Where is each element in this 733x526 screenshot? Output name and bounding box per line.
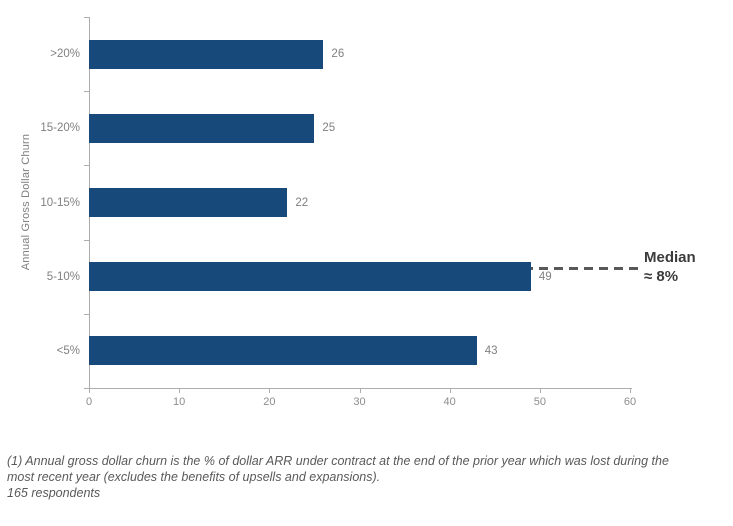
value-label: 26 [331, 48, 345, 61]
x-axis-tick-label: 60 [623, 396, 637, 408]
x-axis-tick [449, 388, 451, 393]
category-label: 5-10% [46, 270, 80, 283]
category-label: <5% [56, 344, 80, 357]
x-axis-tick-label: 50 [533, 396, 546, 408]
bar-5-10% [89, 262, 531, 292]
footnote-line-2: most recent year (excludes the benefits … [7, 470, 381, 484]
median-annotation: Median ≈ 8% [644, 248, 696, 286]
x-axis-line [89, 388, 632, 389]
category-label: 15-20% [40, 122, 80, 135]
value-label: 25 [322, 122, 336, 135]
x-axis-tick [269, 388, 271, 393]
x-axis-tick-label: 30 [353, 396, 366, 408]
footnote-line-3: 165 respondents [7, 486, 101, 500]
y-axis-tick [84, 91, 89, 93]
category-label: >20% [50, 48, 80, 61]
y-axis-tick [84, 313, 89, 315]
y-axis-tick [84, 388, 89, 389]
x-axis-tick-label: 20 [263, 396, 276, 408]
bar->20% [89, 39, 324, 69]
bar-<5% [89, 336, 477, 366]
y-axis-tick [84, 17, 89, 18]
x-axis-tick-label: 10 [173, 396, 186, 408]
value-label: 22 [295, 196, 309, 209]
y-axis-tick [84, 239, 89, 241]
plot-area: Annual Gross Dollar Churn Median ≈ 8% >2… [20, 17, 696, 408]
value-label: 49 [538, 270, 552, 283]
x-axis-tick-label: 40 [443, 396, 456, 408]
footnote-line-1: (1) Annual gross dollar churn is the % o… [7, 454, 669, 468]
x-axis-tick [630, 388, 631, 393]
x-axis-tick-label: 0 [85, 396, 93, 408]
bar-15-20% [89, 113, 315, 143]
median-annotation-line1: Median [644, 249, 696, 266]
median-annotation-line2: ≈ 8% [644, 268, 679, 285]
y-axis-tick [84, 165, 89, 167]
x-axis-tick [89, 388, 90, 393]
bar-10-15% [89, 188, 288, 217]
footnote: (1) Annual gross dollar churn is the % o… [7, 453, 727, 501]
category-label: 10-15% [40, 196, 80, 209]
value-label: 43 [484, 344, 498, 357]
x-axis-tick [359, 388, 361, 393]
x-axis-tick [539, 388, 541, 393]
x-axis-tick [179, 388, 181, 393]
